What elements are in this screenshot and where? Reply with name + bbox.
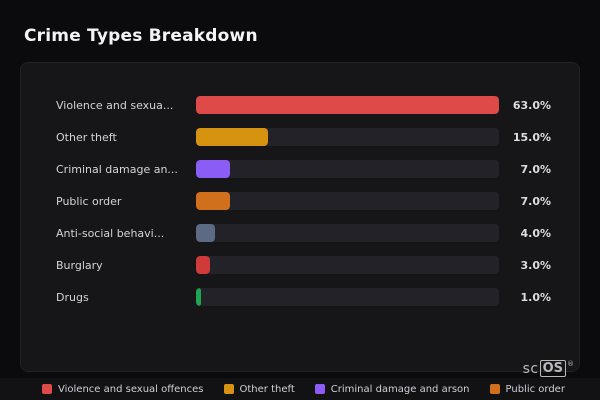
legend-swatch-icon — [314, 384, 325, 394]
legend-item: Criminal damage and arson — [314, 383, 470, 395]
category-label: Criminal damage an... — [56, 162, 178, 176]
legend-item: Public order — [489, 383, 565, 395]
legend-item: Violence and sexual offences — [42, 384, 204, 395]
scos-watermark: sc OS ® — [523, 360, 574, 377]
bar-row: Violence and sexua... 63.0% — [56, 89, 551, 121]
bar-row: Anti-social behavi... 4.0% — [56, 217, 551, 249]
bar-track — [196, 192, 499, 210]
bar-row: Public order 7.0% — [56, 185, 551, 217]
value-label: 3.0% — [520, 258, 551, 272]
category-label: Other theft — [56, 130, 117, 144]
category-label: Burglary — [56, 258, 103, 272]
bar-segment[interactable] — [196, 128, 269, 146]
legend-swatch-icon — [42, 384, 52, 394]
bar-segment[interactable] — [196, 256, 211, 274]
value-label: 7.0% — [520, 194, 551, 208]
chart-legend: Violence and sexual offences Other theft… — [0, 378, 600, 400]
bar-row: Other theft 15.0% — [56, 121, 551, 153]
bar-track — [196, 128, 499, 146]
category-label: Anti-social behavi... — [56, 226, 165, 240]
watermark-prefix: sc — [522, 360, 539, 377]
registered-mark-icon: ® — [567, 360, 574, 368]
legend-label: Criminal damage and arson — [330, 383, 470, 395]
legend-item: Other theft — [223, 383, 295, 395]
bar-row: Drugs 1.0% — [56, 281, 551, 313]
watermark-box: OS — [539, 360, 566, 377]
bar-row: Burglary 3.0% — [56, 249, 551, 281]
value-label: 7.0% — [520, 162, 551, 176]
value-label: 63.0% — [512, 98, 551, 112]
bar-segment[interactable] — [196, 96, 499, 114]
legend-label: Other theft — [239, 383, 295, 395]
value-label: 15.0% — [512, 130, 551, 144]
bar-track — [196, 160, 499, 178]
legend-label: Violence and sexual offences — [58, 383, 204, 395]
bar-segment[interactable] — [196, 160, 230, 178]
value-label: 4.0% — [520, 226, 551, 240]
bar-track — [196, 96, 499, 114]
legend-swatch-icon — [489, 384, 500, 394]
bar-track — [196, 256, 499, 274]
legend-swatch-icon — [223, 384, 234, 394]
bar-segment[interactable] — [196, 224, 216, 242]
bar-track — [196, 224, 499, 242]
category-label: Violence and sexua... — [56, 98, 174, 112]
bar-track — [196, 288, 499, 306]
category-label: Public order — [56, 194, 122, 208]
bar-segment[interactable] — [196, 288, 201, 306]
bar-row: Criminal damage an... 7.0% — [56, 153, 551, 185]
page-title: Crime Types Breakdown — [24, 26, 258, 46]
chart-card: Violence and sexua... 63.0% Other theft … — [20, 62, 580, 372]
category-label: Drugs — [56, 290, 89, 304]
bar-segment[interactable] — [196, 192, 230, 210]
legend-label: Public order — [505, 383, 565, 395]
value-label: 1.0% — [520, 290, 551, 304]
bar-chart: Violence and sexua... 63.0% Other theft … — [56, 89, 551, 313]
